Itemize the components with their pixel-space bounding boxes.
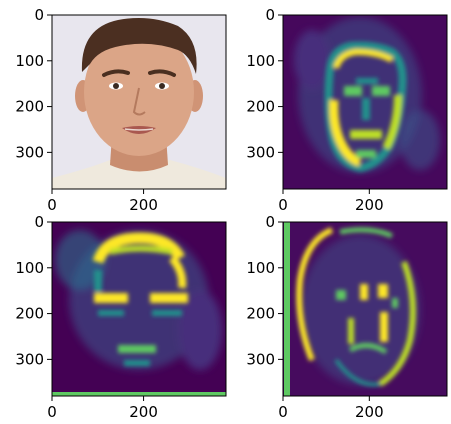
feature-map-3-image — [283, 222, 447, 396]
panel-feature-map-1 — [282, 14, 448, 190]
x-tick-label: 0 — [47, 403, 57, 421]
axes-frame — [51, 14, 227, 190]
x-tick-label: 200 — [355, 403, 384, 421]
y-tick-label: 300 — [246, 143, 275, 161]
y-tick-label: 100 — [246, 52, 275, 70]
panel-photo — [51, 14, 227, 190]
x-tick-label: 0 — [278, 403, 288, 421]
x-tick-label: 200 — [129, 403, 158, 421]
panel-feature-map-2 — [51, 221, 227, 397]
y-tick-label: 200 — [246, 305, 275, 323]
y-tick-label: 300 — [246, 350, 275, 368]
panel-feature-map-3 — [282, 221, 448, 397]
y-tick-label: 300 — [15, 350, 44, 368]
x-tick-label: 0 — [278, 196, 288, 214]
x-tick-label: 200 — [355, 196, 384, 214]
feature-map-2-image — [52, 222, 226, 396]
y-tick-label: 200 — [15, 305, 44, 323]
y-tick-label: 100 — [246, 259, 275, 277]
face-photo-image — [52, 15, 226, 189]
feature-map-1-image — [283, 15, 447, 189]
y-tick-label: 0 — [265, 213, 275, 231]
axes-frame — [282, 221, 448, 397]
y-tick-label: 200 — [15, 98, 44, 116]
y-tick-label: 300 — [15, 143, 44, 161]
y-tick-label: 100 — [15, 52, 44, 70]
y-tick-label: 0 — [34, 6, 44, 24]
tick-layer: 0 200 0 100 200 300 0 200 0 100 200 300 0 200 0 100 200 3… — [15, 6, 383, 421]
y-tick-label: 0 — [265, 6, 275, 24]
axes-frame — [51, 221, 227, 397]
y-tick-label: 0 — [34, 213, 44, 231]
y-tick-label: 200 — [246, 98, 275, 116]
x-tick-label: 0 — [47, 196, 57, 214]
x-tick-label: 200 — [129, 196, 158, 214]
axes-frame — [282, 14, 448, 190]
y-tick-label: 100 — [15, 259, 44, 277]
